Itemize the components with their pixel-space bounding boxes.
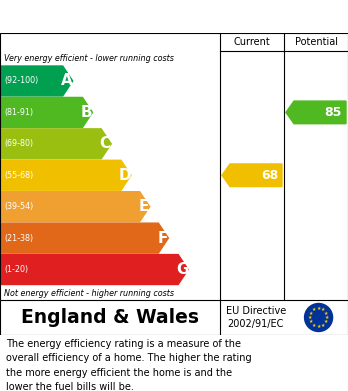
Text: ★: ★ [309,319,313,325]
Text: 85: 85 [325,106,342,119]
Text: A: A [61,74,73,88]
Text: ★: ★ [321,307,325,312]
Text: ★: ★ [316,324,321,329]
Text: (92-100): (92-100) [4,77,38,86]
Polygon shape [0,223,168,253]
Text: 68: 68 [261,169,278,182]
Circle shape [304,303,333,332]
Text: (39-54): (39-54) [4,202,33,211]
Text: ★: ★ [321,323,325,328]
Text: Not energy efficient - higher running costs: Not energy efficient - higher running co… [4,289,174,298]
Text: G: G [176,262,189,277]
Text: (69-80): (69-80) [4,139,33,148]
Text: Potential: Potential [294,37,338,47]
Text: B: B [81,105,92,120]
Text: ★: ★ [324,311,328,316]
Text: ★: ★ [325,315,330,320]
Text: ★: ★ [308,315,312,320]
Text: E: E [139,199,149,214]
Text: (81-91): (81-91) [4,108,33,117]
Text: C: C [100,136,111,151]
Text: D: D [119,168,131,183]
Text: (55-68): (55-68) [4,171,33,180]
Text: ★: ★ [309,311,313,316]
Text: ★: ★ [316,306,321,311]
Polygon shape [222,164,282,187]
Text: (21-38): (21-38) [4,233,33,242]
Polygon shape [0,66,73,96]
Text: ★: ★ [312,307,316,312]
Text: The energy efficiency rating is a measure of the
overall efficiency of a home. T: The energy efficiency rating is a measur… [6,339,252,391]
Polygon shape [0,160,131,190]
Polygon shape [0,255,188,285]
Polygon shape [286,101,346,124]
Text: EU Directive
2002/91/EC: EU Directive 2002/91/EC [226,305,286,330]
Text: F: F [157,231,168,246]
Text: (1-20): (1-20) [4,265,28,274]
Polygon shape [0,129,111,159]
Text: Energy Efficiency Rating: Energy Efficiency Rating [10,9,231,24]
Text: ★: ★ [324,319,328,325]
Text: Current: Current [234,37,270,47]
Polygon shape [0,97,93,127]
Text: ★: ★ [312,323,316,328]
Polygon shape [0,192,150,222]
Text: England & Wales: England & Wales [21,308,199,327]
Text: Very energy efficient - lower running costs: Very energy efficient - lower running co… [4,54,174,63]
